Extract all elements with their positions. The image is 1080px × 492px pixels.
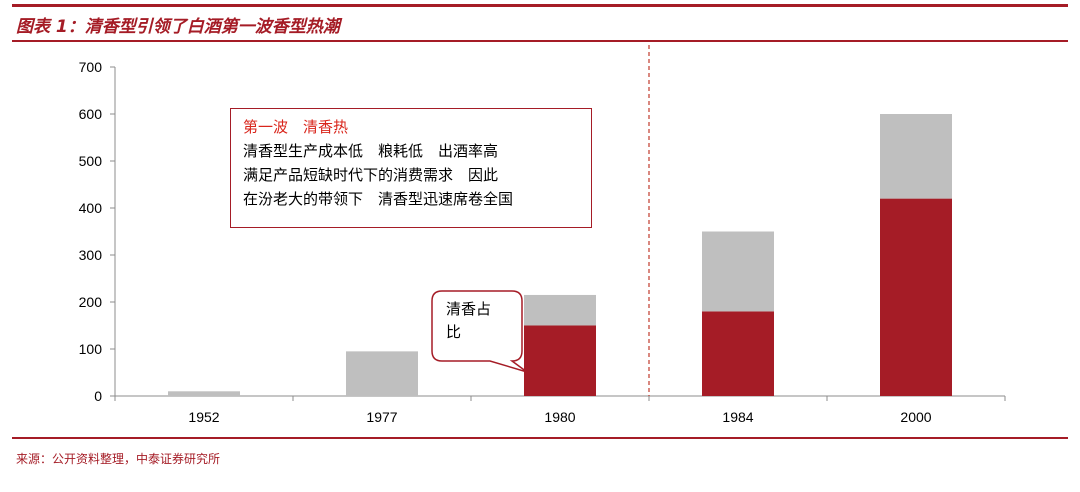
y-tick-label: 300 <box>79 247 103 263</box>
title-rule <box>12 40 1068 42</box>
bottom-rule <box>12 437 1068 439</box>
y-tick-label: 0 <box>94 388 102 404</box>
annotation-line-2: 满足产品短缺时代下的消费需求 因此 <box>243 166 499 184</box>
callout-bubble <box>431 290 528 373</box>
bar-share-segment <box>702 311 774 396</box>
bar-share-segment <box>880 198 952 396</box>
bar-total-segment <box>346 351 418 396</box>
y-tick-label: 500 <box>79 153 103 169</box>
bar-total-segment <box>168 391 240 396</box>
callout-line-2: 比 <box>446 323 462 341</box>
y-tick-label: 700 <box>79 59 103 75</box>
annotation-line-1: 清香型生产成本低 粮耗低 出酒率高 <box>243 142 499 160</box>
x-tick-label: 1980 <box>544 409 575 425</box>
top-rule <box>12 4 1068 7</box>
bar-share-segment <box>524 325 596 396</box>
y-tick-label: 200 <box>79 294 103 310</box>
callout-line-1: 清香占 <box>446 300 492 318</box>
chart-title: 图表 1：清香型引领了白酒第一波香型热潮 <box>16 17 340 37</box>
bar-total-segment <box>880 114 952 199</box>
annotation-line-3: 在汾老大的带领下 清香型迅速席卷全国 <box>243 190 514 208</box>
bar-total-segment <box>702 231 774 312</box>
x-tick-label: 1952 <box>188 409 219 425</box>
annotation-title: 第一波 清香热 <box>243 118 349 136</box>
bar-total-segment <box>524 294 596 326</box>
x-tick-label: 2000 <box>900 409 931 425</box>
annotation-box: 第一波 清香热 清香型生产成本低 粮耗低 出酒率高 满足产品短缺时代下的消费需求… <box>230 108 592 228</box>
y-tick-label: 400 <box>79 200 103 216</box>
x-tick-label: 1977 <box>366 409 397 425</box>
y-tick-label: 600 <box>79 106 103 122</box>
callout-label: 清香占 比 <box>446 298 506 344</box>
source-note: 来源：公开资料整理，中泰证券研究所 <box>16 452 221 466</box>
y-tick-label: 100 <box>79 341 103 357</box>
x-tick-label: 1984 <box>722 409 753 425</box>
